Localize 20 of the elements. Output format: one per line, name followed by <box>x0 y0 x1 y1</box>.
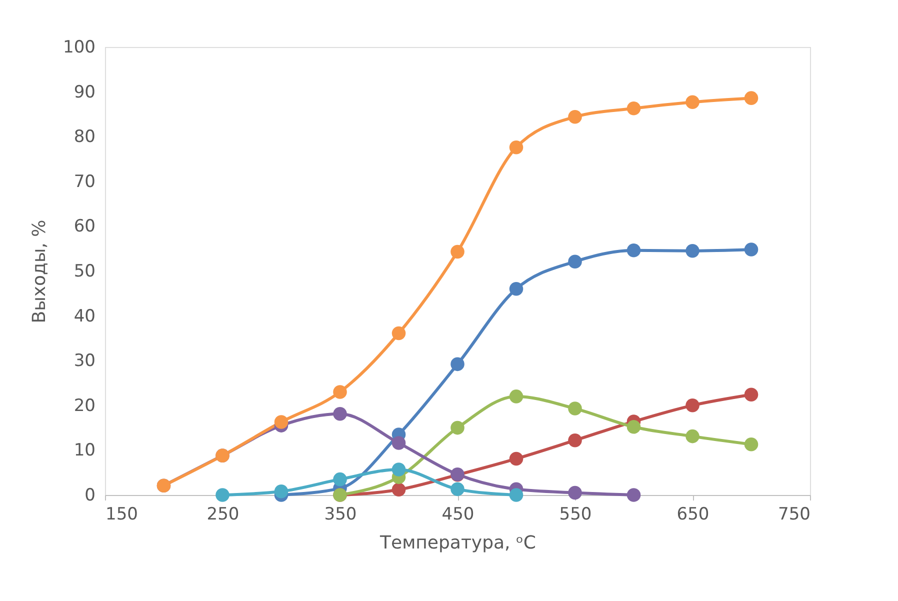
y-tick-label: 100 <box>63 38 96 58</box>
y-tick-label: 10 <box>74 440 96 461</box>
y-tick-label: 90 <box>74 82 96 102</box>
y-tick-label: 60 <box>74 216 96 237</box>
y-tick-label: 80 <box>74 127 96 148</box>
x-tick-label: 750 <box>778 504 810 524</box>
y-tick-label: 70 <box>74 172 96 192</box>
y-axis-title: Выходы, % <box>29 220 50 324</box>
x-tick-label: 550 <box>559 504 592 524</box>
x-tick-label: 450 <box>442 504 474 524</box>
x-tick-label: 350 <box>324 504 357 524</box>
y-tick-label: 50 <box>74 262 96 282</box>
y-tick-label: 40 <box>74 306 96 326</box>
y-tick-label: 30 <box>74 351 96 372</box>
x-tick-label: 150 <box>106 504 138 524</box>
x-tick-label: 250 <box>206 504 240 524</box>
y-tick-label: 20 <box>74 396 96 416</box>
x-axis-title: Температура, ᵒC <box>379 532 536 554</box>
y-tick-label: 0 <box>84 486 96 506</box>
x-tick-label: 650 <box>676 504 710 524</box>
